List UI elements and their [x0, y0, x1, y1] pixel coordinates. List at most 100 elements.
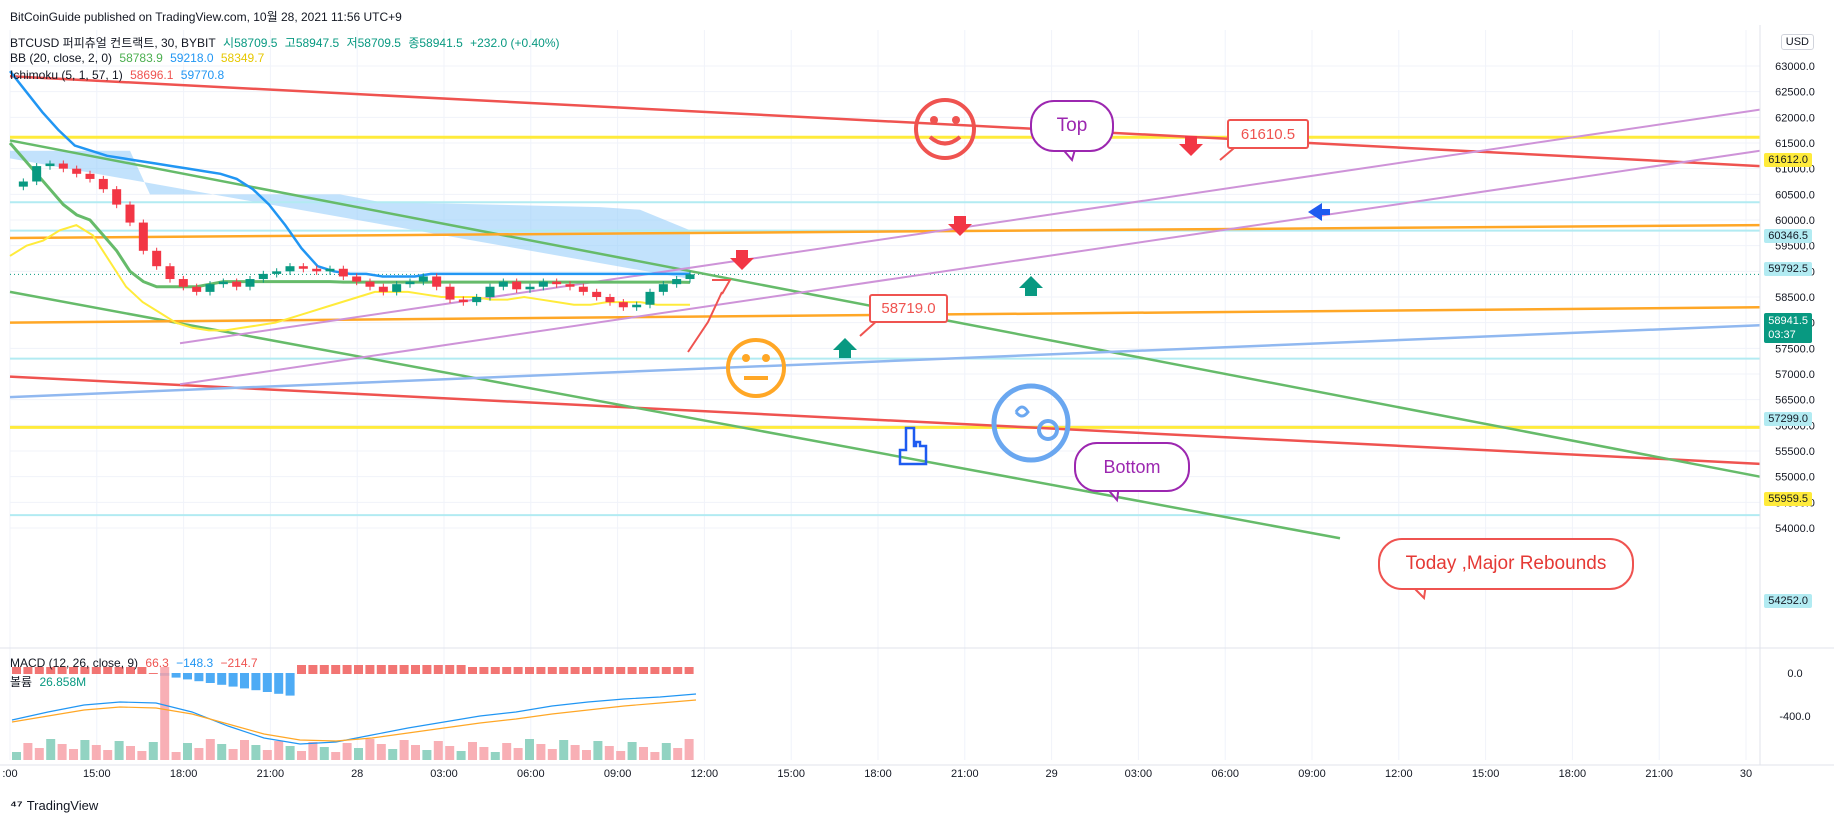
y-tick-label: 57000.0 — [1775, 369, 1815, 381]
macd-histogram-bar — [365, 665, 375, 674]
trend-line — [9, 375, 1761, 466]
macd-histogram-bar — [616, 667, 626, 674]
volume-bar — [513, 748, 523, 760]
volume-bar — [547, 749, 557, 760]
volume-bar — [251, 745, 261, 760]
price-note-58719[interactable]: 58719.0 — [869, 294, 948, 323]
top-callout[interactable]: Top — [1030, 100, 1114, 152]
volume-bar — [456, 751, 466, 760]
macd-histogram-bar — [570, 667, 580, 674]
x-tick-label: 21:00 — [951, 768, 979, 780]
tv-logo-icon: ⁴⁷ — [10, 797, 23, 813]
y-tick-label: 56500.0 — [1775, 395, 1815, 407]
price-label-55959: 55959.5 — [1764, 492, 1812, 506]
volume-bar — [262, 750, 272, 760]
candle-body — [365, 281, 375, 287]
macd-histogram-bar — [331, 665, 341, 674]
ichimoku-label[interactable]: Ichimoku (5, 1, 57, 1) — [10, 68, 123, 82]
macd-histogram-bar — [126, 667, 135, 674]
volume-bar — [240, 740, 249, 760]
y-tick-label: 62500.0 — [1775, 87, 1815, 99]
macd-histogram-bar — [91, 667, 101, 674]
volume-bar — [388, 749, 398, 760]
neutral-eye — [762, 354, 770, 362]
price-note-61610[interactable]: 61610.5 — [1227, 119, 1309, 149]
volume-bar — [137, 751, 147, 760]
volume-bar — [376, 744, 386, 760]
y-tick-label: 58500.0 — [1775, 292, 1815, 304]
candlestick-series — [18, 160, 695, 311]
price-label-57299: 57299.0 — [1764, 412, 1812, 426]
macd-tick-label: 0.0 — [1787, 668, 1802, 680]
candle-body — [18, 181, 28, 187]
macd-histogram-bar — [445, 665, 455, 674]
candle-body — [525, 286, 535, 290]
up-arrow-icon — [1019, 276, 1043, 296]
volume-label[interactable]: 볼륨 — [10, 675, 33, 689]
x-tick-label: 21:00 — [1645, 768, 1673, 780]
candle-body — [258, 273, 268, 280]
last-price: 58941.5 — [1768, 315, 1808, 327]
candle-body — [392, 284, 402, 292]
volume-bar — [525, 739, 534, 760]
symbol-title[interactable]: BTCUSD 퍼피츄얼 컨트랙트, 30, BYBIT — [10, 36, 216, 50]
volume-bar — [69, 749, 78, 760]
volume-bar — [160, 667, 170, 760]
volume-bar — [582, 750, 591, 760]
volume-bar — [639, 747, 648, 760]
candle-body — [165, 266, 175, 280]
open-value: 시58709.5 — [223, 36, 278, 50]
macd-histogram-bar — [468, 667, 477, 674]
trend-line — [9, 323, 1761, 399]
candle-body — [58, 163, 68, 169]
macd-histogram-bar — [34, 667, 44, 674]
macd-histogram-bar — [388, 665, 398, 674]
volume-bar — [319, 747, 329, 760]
x-tick-label: 21:00 — [257, 768, 285, 780]
macd-histogram-bar — [490, 667, 500, 674]
macd-histogram-bar — [502, 667, 512, 674]
volume-bar — [650, 752, 660, 760]
candle-body — [298, 266, 308, 269]
y-tick-label: 55000.0 — [1775, 472, 1815, 484]
x-tick-label: 03:00 — [1125, 768, 1153, 780]
volume-bar — [661, 743, 671, 760]
volume-bar — [684, 739, 694, 760]
tradingview-logo[interactable]: ⁴⁷ TradingView — [10, 797, 98, 813]
volume-bar — [479, 747, 489, 760]
candle-body — [192, 286, 202, 292]
candle-body — [352, 276, 362, 282]
volume-bar — [433, 741, 443, 760]
volume-bar — [308, 742, 318, 760]
bottom-callout[interactable]: Bottom — [1074, 442, 1190, 492]
volume-bar — [46, 739, 56, 760]
currency-button[interactable]: USD — [1780, 34, 1814, 50]
x-tick-label: 15:00 — [83, 768, 111, 780]
volume-bar — [490, 752, 500, 760]
macd-histogram-bar — [376, 665, 386, 674]
macd-histogram-bar — [262, 673, 272, 692]
candle-body — [138, 222, 148, 251]
volume-bar — [673, 748, 683, 760]
close-value: 종58941.5 — [408, 36, 463, 50]
macd-label[interactable]: MACD (12, 26, close, 9) — [10, 656, 139, 670]
macd-histogram-bar — [559, 667, 569, 674]
candle-body — [218, 281, 228, 285]
candle-body — [538, 281, 548, 287]
trend-line — [9, 75, 1761, 168]
rebound-callout[interactable]: Today ,Major Rebounds — [1378, 538, 1634, 590]
macd-histogram-bar — [627, 667, 637, 674]
volume-bar — [342, 743, 352, 760]
macd-histogram-bar — [604, 667, 614, 674]
candle-body — [552, 281, 562, 285]
volume-bar — [285, 746, 295, 760]
macd-histogram-bar — [57, 667, 67, 674]
volume-bar — [217, 744, 227, 760]
macd-value-1: 66.3 — [145, 656, 169, 670]
macd-histogram-bar — [342, 665, 352, 674]
bb-label[interactable]: BB (20, close, 2, 0) — [10, 51, 113, 65]
candle-body — [445, 286, 455, 300]
macd-histogram-bar — [274, 673, 284, 694]
candle-body — [272, 271, 282, 274]
